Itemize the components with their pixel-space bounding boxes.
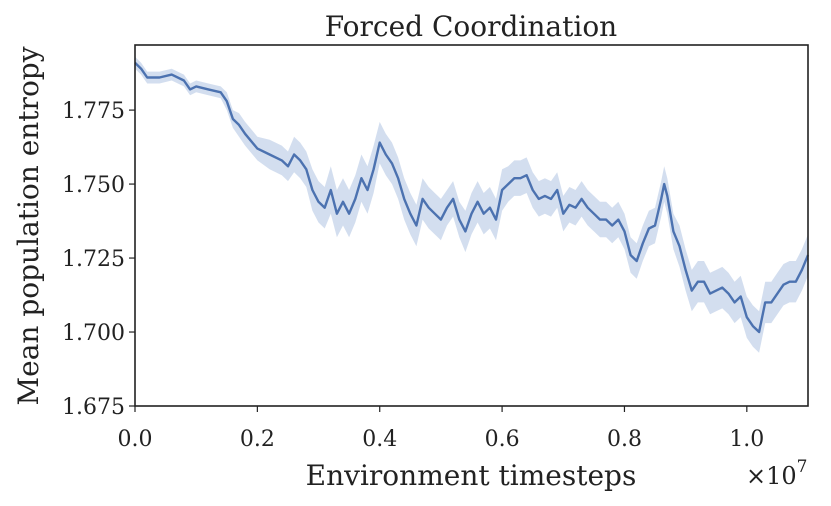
y-axis-label: Mean population entropy: [12, 46, 45, 405]
y-tick-label: 1.725: [62, 247, 125, 272]
chart-title: Forced Coordination: [325, 10, 617, 43]
plot-area: [134, 56, 810, 353]
x-axis-label: Environment timesteps: [306, 459, 637, 492]
y-tick-label: 1.675: [62, 395, 125, 420]
x-tick-label: 0.0: [118, 427, 153, 452]
x-tick-label: 1.0: [729, 427, 764, 452]
x-tick-label: 0.6: [485, 427, 520, 452]
y-tick-label: 1.750: [62, 173, 125, 198]
x-axis-multiplier: ×107: [746, 457, 807, 490]
y-tick-label: 1.775: [62, 99, 125, 124]
x-tick-label: 0.8: [607, 427, 642, 452]
x-axis-multiplier-base: ×10: [746, 462, 797, 490]
x-tick-label: 0.2: [240, 427, 275, 452]
y-tick-label: 1.700: [62, 321, 125, 346]
plot-frame: [134, 44, 809, 407]
series-line: [134, 61, 810, 334]
x-axis-multiplier-exponent: 7: [797, 457, 808, 477]
series-band: [135, 56, 808, 353]
x-tick-label: 0.4: [362, 427, 397, 452]
axis-ticks: 0.0 0.2 0.4 0.6 0.8 1.0 1.675 1.700 1.725 1.750 1.…: [62, 99, 764, 452]
